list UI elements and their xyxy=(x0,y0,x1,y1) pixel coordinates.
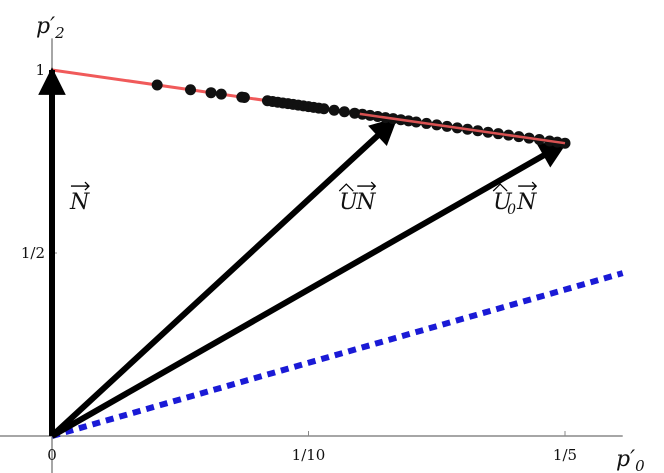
label-u0n-pre: U xyxy=(493,190,513,215)
scatter-point-2 xyxy=(205,87,217,99)
vector-labels: N U N U 0 N M 1 ⊥ xyxy=(69,181,538,218)
y-axis-title-sub: 2 xyxy=(54,24,65,42)
x-axis-title-sub: 0 xyxy=(635,457,645,473)
arrows xyxy=(38,67,568,439)
scatter-point-1 xyxy=(185,84,197,96)
label-u0n-vector: U 0 N xyxy=(492,181,538,218)
label-n-arrow-accent xyxy=(70,181,90,191)
x-tick-label-0: 0 xyxy=(47,446,57,464)
x-axis-title: p′0 xyxy=(616,447,645,473)
y-tick-label-1: 1 xyxy=(35,61,45,79)
m1-perp-dotted-line xyxy=(51,270,624,439)
label-un-arrow-accent xyxy=(357,181,377,191)
label-n-vector: N xyxy=(69,181,90,215)
tick-marks xyxy=(51,69,566,436)
label-un-pre: U xyxy=(339,190,359,215)
tick-labels: 0 1/10 1/5 1/2 1 xyxy=(21,61,577,464)
x-axis-title-main: p′ xyxy=(616,447,635,472)
y-axis-title: p′2 xyxy=(36,14,65,42)
scatter-point-18 xyxy=(328,104,340,116)
label-un-hat xyxy=(338,183,354,192)
label-u0n-sub: 0 xyxy=(507,202,516,218)
red-segment-overlay xyxy=(359,112,566,145)
scatter-point-17 xyxy=(318,103,330,115)
scatter-point-19 xyxy=(338,106,350,118)
label-n-text: N xyxy=(69,190,90,215)
label-u0n-text: N xyxy=(516,190,537,215)
x-tick-label-1-5: 1/5 xyxy=(553,446,577,464)
scatter-points xyxy=(151,79,571,149)
x-tick-label-1-10: 1/10 xyxy=(292,446,326,464)
label-un-vector: U N xyxy=(338,181,377,215)
y-tick-label-1-2: 1/2 xyxy=(21,244,45,262)
y-axis-title-main: p′ xyxy=(36,14,55,39)
label-u0n-arrow-accent xyxy=(518,181,538,191)
label-un-text: N xyxy=(355,190,376,215)
axis-titles: p′0 p′2 xyxy=(36,14,645,473)
scatter-point-3 xyxy=(215,88,227,100)
label-u0n-hat xyxy=(492,183,508,192)
arrow-u0n xyxy=(50,140,568,439)
scatter-point-0 xyxy=(151,79,163,91)
scatter-point-5 xyxy=(238,91,250,103)
arrow-un xyxy=(49,116,398,439)
